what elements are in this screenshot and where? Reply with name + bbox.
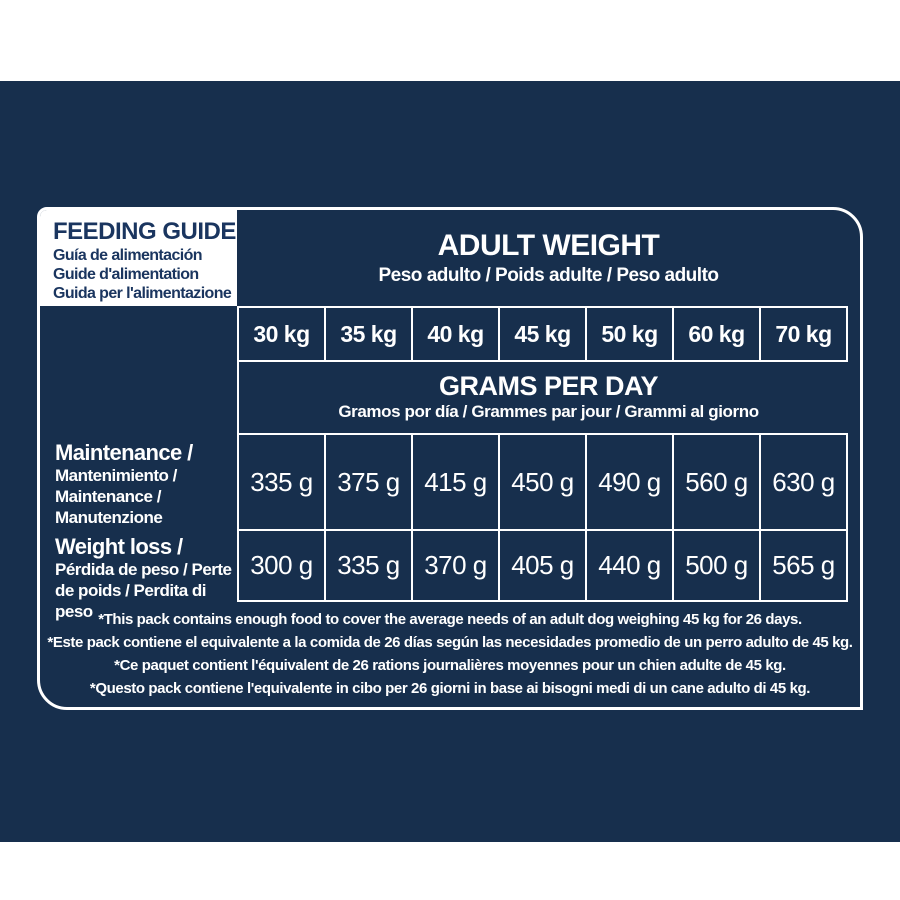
weight-loss-value-cell: 300 g [239, 531, 324, 600]
grams-per-day-subtitle: Gramos por día / Grammes par jour / Gram… [338, 402, 759, 422]
weight-column-header: 30 kg [239, 308, 324, 360]
weight-column-header: 60 kg [674, 308, 759, 360]
grams-per-day-title: GRAMS PER DAY [438, 371, 659, 401]
maintenance-value-cell: 415 g [413, 435, 498, 529]
weight-columns-row: 30 kg 35 kg 40 kg 45 kg 50 kg 60 kg 70 k… [237, 306, 848, 362]
maintenance-value-cell: 490 g [587, 435, 672, 529]
weight-loss-row-label: Weight loss / Pérdida de peso / Perte de… [55, 534, 233, 623]
weight-loss-label-translations: Pérdida de peso / Perte de poids / Perdi… [55, 559, 232, 621]
feeding-guide-title: FEEDING GUIDE [53, 218, 236, 245]
weight-loss-label-bold: Weight loss / [55, 534, 183, 559]
maintenance-value-cell: 560 g [674, 435, 759, 529]
feeding-guide-subtitle-es: Guía de alimentación [53, 247, 203, 264]
maintenance-value-cell: 375 g [326, 435, 411, 529]
weight-loss-value-cell: 440 g [587, 531, 672, 600]
weight-column-header: 35 kg [326, 308, 411, 360]
weight-loss-value-cell: 370 g [413, 531, 498, 600]
adult-weight-header: ADULT WEIGHT Peso adulto / Poids adulte … [237, 210, 860, 306]
footnote-fr: *Ce paquet contient l'équivalent de 26 r… [114, 657, 786, 674]
maintenance-value-cell: 630 g [761, 435, 846, 529]
adult-weight-subtitle: Peso adulto / Poids adulte / Peso adulto [378, 264, 720, 286]
weight-loss-value-cell: 500 g [674, 531, 759, 600]
weight-column-header: 40 kg [413, 308, 498, 360]
feeding-guide-subtitle-fr: Guide d'alimentation [53, 265, 199, 283]
weight-column-header: 45 kg [500, 308, 585, 360]
maintenance-label-bold: Maintenance / [55, 440, 193, 465]
footnote-es: *Este pack contiene el equivalente a la … [47, 634, 853, 651]
maintenance-label-translations: Mantenimiento / Maintenance / Manutenzio… [55, 465, 177, 527]
maintenance-value-cell: 335 g [239, 435, 324, 529]
footnote-en: *This pack contains enough food to cover… [98, 611, 802, 628]
weight-column-header: 50 kg [587, 308, 672, 360]
weight-loss-value-cell: 335 g [326, 531, 411, 600]
feeding-guide-header-cell: FEEDING GUIDE Guía de alimentación Guide… [40, 210, 237, 306]
feeding-guide-subtitle-it: Guida per l'alimentazione [53, 284, 232, 302]
maintenance-row-label: Maintenance / Mantenimiento / Maintenanc… [55, 440, 233, 529]
weight-loss-value-cell: 565 g [761, 531, 846, 600]
grams-per-day-header: GRAMS PER DAY Gramos por día / Grammes p… [237, 362, 860, 433]
feeding-guide-panel: FEEDING GUIDE Guía de alimentación Guide… [37, 207, 863, 710]
adult-weight-title: ADULT WEIGHT [437, 229, 660, 262]
footnotes-section: *This pack contains enough food to cover… [40, 602, 860, 707]
grams-values-grid: 335 g 375 g 415 g 450 g 490 g 560 g 630 … [237, 433, 848, 602]
maintenance-value-cell: 450 g [500, 435, 585, 529]
footnote-it: *Questo pack contiene l'equivalente in c… [89, 680, 811, 697]
weight-loss-value-cell: 405 g [500, 531, 585, 600]
weight-column-header: 70 kg [761, 308, 846, 360]
